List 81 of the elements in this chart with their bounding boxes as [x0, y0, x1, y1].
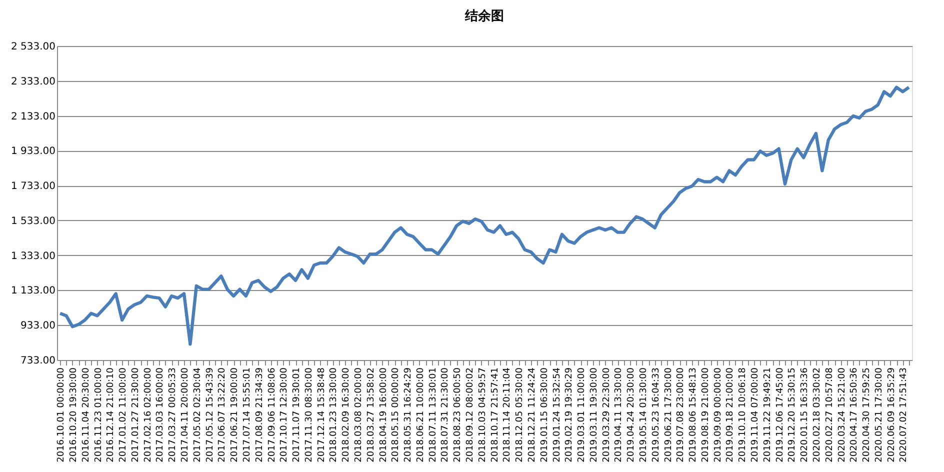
x-tick-label: 2019.04.11 13:30:00 — [614, 367, 624, 462]
x-tick-label: 2017.06.07 13:22:20 — [218, 367, 228, 462]
x-tick-label: 2020.02.18 03:30:02 — [812, 368, 822, 462]
x-tick-label: 2019.08.19 21:00:00 — [700, 367, 711, 462]
y-tick-label: 1 333.00 — [10, 250, 56, 262]
x-tick-label: 2020.07.02 17:51:43 — [899, 368, 910, 462]
x-tick-label: 2020.06.09 16:35:29 — [886, 367, 897, 462]
x-tick-label: 2016.10.01 00:00:00 — [56, 367, 67, 462]
x-tick-label: 2017.11.07 19:30:01 — [292, 368, 302, 462]
x-tick-label: 2017.02.16 02:00:00 — [143, 367, 154, 462]
x-tick-label: 2017.11.30 08:30:00 — [304, 367, 314, 462]
x-tick-label: 2020.01.15 16:33:36 — [800, 367, 810, 462]
x-tick-label: 2019.07.08 23:00:00 — [676, 367, 686, 462]
x-tick-label: 2018.02.09 16:30:00 — [342, 367, 352, 462]
x-tick-label: 2019.09.18 21:00:00 — [726, 367, 736, 462]
x-tick-label: 2018.07.31 21:30:00 — [440, 367, 451, 462]
x-tick-label: 2016.10.20 19:30:00 — [68, 367, 79, 462]
x-tick-label: 2017.01.27 21:30:00 — [130, 367, 141, 462]
x-tick-label: 2019.01.24 15:32:54 — [552, 367, 562, 462]
y-tick-label: 733.00 — [20, 356, 56, 366]
x-tick-label: 2019.06.21 17:30:00 — [664, 367, 674, 462]
x-tick-label: 2020.02.27 10:57:08 — [824, 367, 835, 462]
y-tick-label: 1 133.00 — [10, 286, 56, 297]
x-tick-label: 2017.04.11 20:00:00 — [180, 367, 191, 462]
x-tick-label: 2019.03.01 11:00:00 — [577, 367, 588, 462]
x-tick-label: 2018.04.19 16:00:00 — [378, 367, 389, 462]
x-tick-label: 2017.01.02 11:00:00 — [118, 367, 129, 462]
x-tick-label: 2016.11.04 20:30:00 — [81, 367, 92, 462]
line-series — [58, 86, 910, 346]
x-tick-label: 2017.10.17 12:30:00 — [280, 367, 290, 462]
x-tick-label: 2017.09.06 11:08:06 — [267, 367, 278, 462]
y-tick-label: 2 333.00 — [10, 76, 56, 88]
x-tick-label: 2018.08.23 06:00:50 — [453, 367, 464, 462]
x-tick-label: 2018.06.21 10:00:00 — [416, 367, 426, 462]
x-tick-label: 2020.03.24 15:21:00 — [837, 367, 848, 462]
chart-title: 结余图 — [464, 9, 504, 24]
x-tick-label: 2016.11.23 01:00:00 — [94, 367, 104, 462]
y-tick-label: 1 933.00 — [10, 146, 56, 158]
x-tick-label: 2019.08.06 15:48:13 — [688, 368, 699, 462]
x-tick-label: 2019.11.04 07:00:00 — [750, 367, 761, 462]
y-tick-label: 2 533.00 — [10, 42, 56, 52]
x-tick-label: 2018.09.12 08:00:02 — [466, 368, 476, 462]
x-tick-label: 2018.10.17 21:57:41 — [490, 368, 500, 462]
x-tick-label: 2019.01.15 06:30:00 — [540, 367, 550, 462]
x-tick-label: 2020.04.17 16:50:36 — [850, 367, 860, 462]
x-tick-label: 2019.05.14 01:30:00 — [638, 367, 649, 462]
x-tick-label: 2018.12.21 11:24:24 — [527, 367, 538, 462]
x-tick-label: 2020.05.21 17:30:00 — [874, 367, 884, 462]
x-tick-label: 2017.07.14 15:55:01 — [242, 368, 252, 462]
x-tick-label: 2019.02.19 19:30:29 — [564, 367, 575, 462]
x-tick-label: 2019.03.29 22:30:00 — [602, 367, 612, 462]
x-tick-label: 2019.12.20 15:30:15 — [788, 368, 798, 462]
x-tick-label: 2017.03.27 00:05:33 — [168, 368, 178, 462]
x-tick-label: 2018.05.31 16:24:29 — [404, 367, 414, 462]
x-tick-label: 2019.05.23 16:04:33 — [651, 368, 662, 462]
x-tick-label: 2019.12.06 17:45:00 — [775, 367, 786, 462]
y-tick-label: 1 733.00 — [10, 181, 56, 192]
x-tick-label: 2019.09.09 00:00:00 — [713, 367, 724, 462]
x-tick-label: 2016.12.14 21:00:10 — [106, 367, 116, 462]
x-tick-label: 2019.11.22 19:49:21 — [762, 368, 773, 462]
x-tick-label: 2018.07.11 13:30:01 — [428, 368, 438, 462]
x-tick-label: 2017.05.12 15:43:39 — [205, 367, 216, 462]
x-tick-label: 2020.04.30 17:59:25 — [862, 368, 872, 462]
x-tick-label: 2017.03.03 16:00:00 — [156, 367, 166, 462]
x-tick-label: 2017.12.14 15:38:48 — [316, 367, 327, 462]
x-tick-label: 2018.11.14 20:11:04 — [502, 367, 513, 462]
y-tick-label: 1 533.00 — [10, 216, 56, 227]
x-tick-label: 2018.05.15 00:00:00 — [391, 367, 402, 462]
x-tick-label: 2017.08.09 21:34:39 — [254, 367, 265, 462]
x-tick-label: 2019.04.24 20:30:00 — [626, 367, 637, 462]
x-tick-label: 2019.03.11 19:30:00 — [589, 367, 600, 462]
y-tick-label: 2 133.00 — [10, 111, 56, 122]
x-tick-label: 2018.03.08 02:00:00 — [354, 367, 364, 462]
y-tick-label: 933.00 — [20, 320, 56, 332]
x-tick-label: 2019.10.10 10:06:18 — [738, 367, 748, 462]
x-tick-label: 2017.06.21 19:00:00 — [230, 367, 240, 462]
x-tick-label: 2018.03.27 13:58:02 — [366, 368, 376, 462]
x-tick-label: 2018.01.23 13:30:00 — [329, 367, 340, 462]
x-tick-label: 2017.05.02 02:30:04 — [192, 367, 203, 462]
x-tick-label: 2018.12.05 05:30:00 — [515, 367, 526, 462]
x-tick-label: 2018.10.03 04:59:57 — [478, 368, 488, 462]
